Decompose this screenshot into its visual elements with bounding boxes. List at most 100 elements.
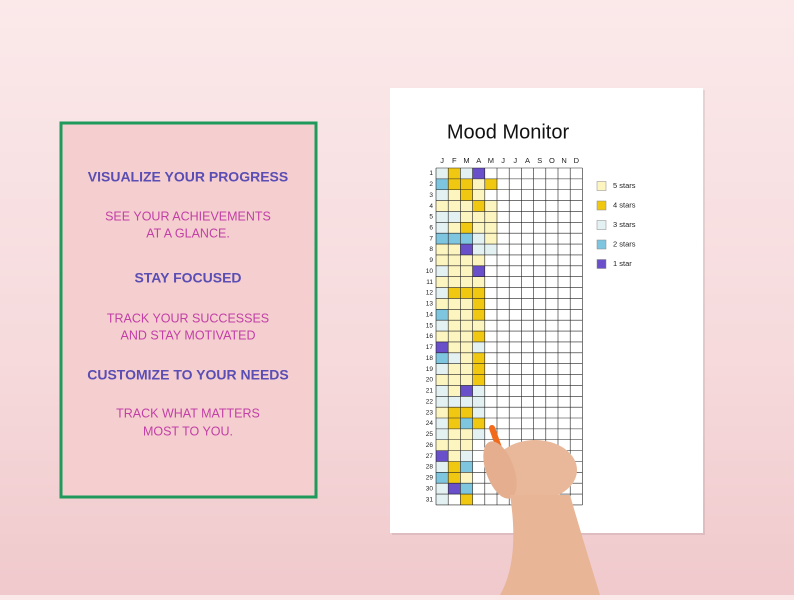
mood-cell: [460, 428, 473, 440]
mood-cell: [436, 222, 449, 234]
mood-cell: [448, 374, 461, 386]
thumb: [483, 441, 517, 499]
month-label: O: [549, 156, 555, 165]
day-label: 30: [426, 485, 434, 492]
day-label: 11: [426, 279, 433, 286]
mood-cell: [460, 189, 473, 201]
mood-cell: [436, 254, 449, 266]
mood-cell: [448, 287, 461, 299]
mood-cell: [448, 168, 461, 179]
legend-label: 4 stars: [613, 200, 636, 209]
mood-cell: [436, 472, 449, 484]
mood-cell: [472, 276, 485, 288]
mood-cell: [436, 331, 449, 342]
month-label: J: [440, 156, 444, 165]
mood-cell: [448, 211, 461, 223]
mood-cell: [460, 439, 473, 451]
mood-cell: [448, 222, 461, 234]
mood-cell: [448, 385, 461, 397]
mood-cell: [448, 233, 461, 245]
mood-cell: [472, 200, 485, 212]
mood-cell: [484, 222, 497, 234]
day-label: 27: [426, 453, 434, 460]
mood-cell: [436, 265, 449, 277]
day-label: 13: [426, 301, 434, 308]
mood-cell: [460, 320, 473, 332]
mood-cell: [472, 418, 485, 429]
legend-swatch: [596, 200, 607, 211]
mood-cell: [472, 298, 485, 310]
day-label: 23: [426, 409, 434, 416]
mood-cell: [436, 385, 449, 397]
mood-cell: [436, 341, 449, 353]
day-label: 8: [429, 246, 433, 253]
mood-cell: [436, 287, 449, 299]
hand: [483, 425, 600, 595]
month-label: S: [537, 156, 542, 165]
mood-cell: [448, 276, 461, 288]
month-label: M: [488, 156, 494, 165]
month-label: D: [574, 156, 580, 165]
mood-cell: [472, 352, 485, 364]
mood-cell: [472, 233, 485, 245]
mood-cell: [460, 276, 473, 288]
mood-cell: [460, 254, 473, 266]
month-label: J: [513, 156, 517, 165]
mood-cell: [448, 254, 461, 266]
day-label: 12: [426, 290, 434, 297]
mood-cell: [460, 483, 473, 495]
mood-cell: [472, 178, 485, 190]
mood-cell: [472, 309, 485, 321]
month-label: F: [452, 156, 457, 165]
mood-cell: [436, 352, 449, 364]
mood-cell: [460, 374, 473, 386]
mood-cell: [448, 363, 461, 375]
subline: AT A GLANCE.: [146, 226, 230, 240]
mood-cell: [472, 168, 485, 179]
mood-cell: [472, 407, 485, 419]
mood-cell: [436, 211, 449, 223]
day-label: 28: [426, 464, 434, 471]
day-label: 9: [429, 257, 433, 264]
subline: SEE YOUR ACHIEVEMENTS: [105, 209, 271, 223]
mood-cell: [460, 168, 473, 179]
mood-cell: [460, 178, 473, 190]
mood-cell: [460, 472, 473, 484]
day-label: 19: [426, 366, 434, 373]
day-label: 16: [426, 333, 434, 340]
mood-cell: [448, 244, 461, 255]
mood-cell: [460, 407, 473, 419]
day-label: 3: [429, 192, 433, 199]
mood-cell: [436, 233, 449, 245]
mood-cell: [460, 418, 473, 429]
day-label: 4: [429, 203, 433, 210]
mood-cell: [460, 233, 473, 245]
mood-cell: [448, 341, 461, 353]
mood-cell: [460, 363, 473, 375]
mood-cell: [460, 494, 473, 505]
subline: TRACK YOUR SUCCESSES: [107, 311, 269, 325]
mood-cell: [472, 320, 485, 332]
subline: TRACK WHAT MATTERS: [116, 406, 260, 420]
mood-cell: [460, 222, 473, 234]
mood-cell: [436, 309, 449, 321]
day-label: 2: [429, 181, 433, 188]
mood-cell: [484, 211, 497, 223]
day-label: 14: [426, 311, 434, 318]
month-label: N: [561, 156, 566, 165]
day-label: 29: [426, 475, 434, 482]
mood-cell: [484, 178, 497, 190]
mood-cell: [448, 178, 461, 190]
day-label: 31: [426, 496, 434, 503]
mood-cell: [472, 222, 485, 234]
panel: [59, 121, 318, 499]
subline: MOST TO YOU.: [143, 424, 233, 438]
mood-cell: [448, 265, 461, 277]
mood-cell: [472, 244, 485, 255]
mood-cell: [472, 265, 485, 277]
mood-cell: [460, 352, 473, 364]
mood-cell: [448, 331, 461, 342]
mood-cell: [472, 428, 485, 440]
day-label: 17: [426, 344, 434, 351]
